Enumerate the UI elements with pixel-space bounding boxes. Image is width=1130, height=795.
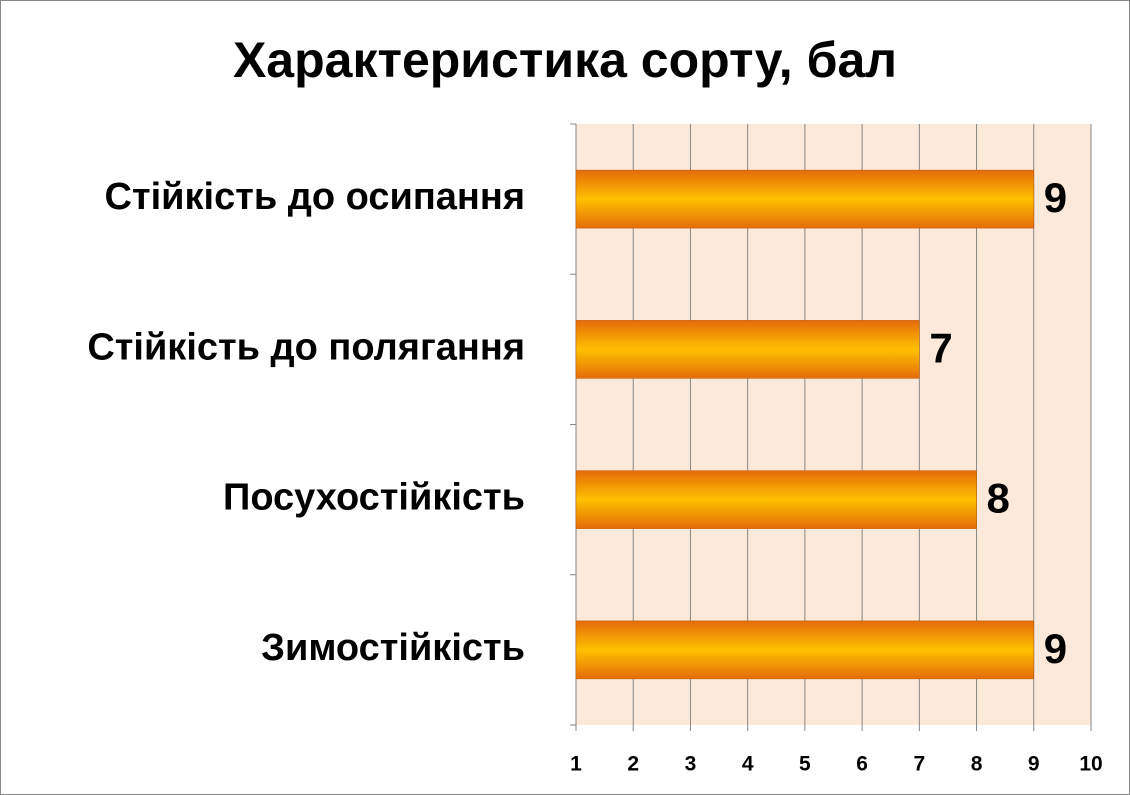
- x-tick-label: 8: [971, 753, 983, 776]
- x-tick-label: 2: [627, 753, 639, 776]
- x-tick-label: 3: [685, 753, 697, 776]
- value-label: 7: [929, 324, 952, 371]
- x-tick-label: 6: [856, 753, 868, 776]
- bar: [575, 320, 920, 379]
- y-tick-label: Зимостійкість: [261, 627, 525, 669]
- x-tick-label: 4: [742, 753, 754, 776]
- x-tick-label: 7: [913, 753, 925, 776]
- value-label: 9: [1044, 174, 1067, 221]
- x-tick-label: 1: [570, 753, 582, 776]
- value-label: 8: [987, 475, 1010, 522]
- y-tick-label: Стійкість до полягання: [87, 326, 525, 368]
- x-tick-label: 9: [1028, 753, 1040, 776]
- bar: [575, 620, 1035, 680]
- y-tick-label: Стійкість до осипання: [105, 176, 525, 218]
- value-label: 9: [1044, 625, 1067, 672]
- chart-title: Характеристика сорту, бал: [233, 32, 897, 88]
- y-tick-label: Посухостійкість: [223, 477, 525, 519]
- x-tick-label: 10: [1079, 753, 1102, 776]
- bar: [575, 470, 977, 529]
- x-tick-label: 5: [799, 753, 811, 776]
- bar: [575, 169, 1035, 229]
